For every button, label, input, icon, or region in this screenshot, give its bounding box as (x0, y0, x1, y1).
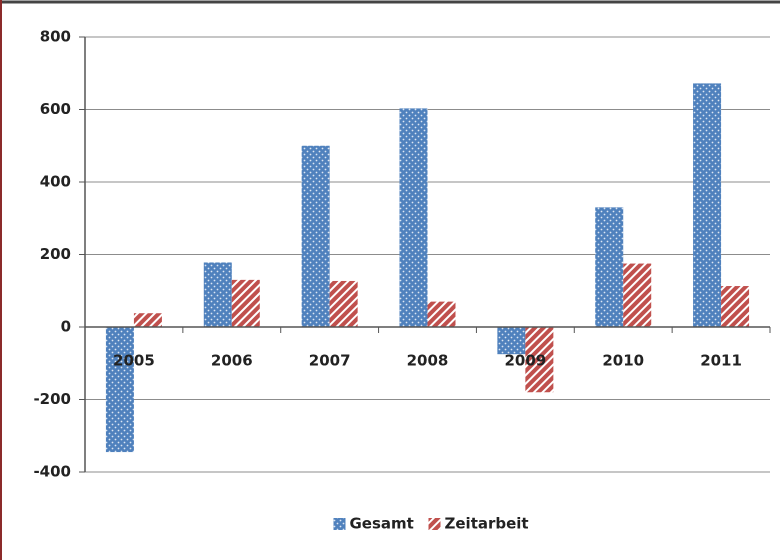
x-tick-label: 2010 (602, 352, 644, 370)
bar (301, 145, 330, 327)
legend-swatch (428, 518, 441, 530)
legend-swatch (333, 518, 346, 530)
bar (525, 327, 554, 393)
bar (231, 279, 260, 327)
bar (693, 83, 722, 328)
bar (133, 313, 162, 327)
y-tick-label: 600 (40, 100, 71, 118)
bar (427, 301, 456, 327)
y-tick-label: 800 (40, 28, 71, 46)
x-tick-label: 2008 (407, 352, 449, 370)
bar (721, 286, 750, 327)
bar (497, 327, 526, 355)
bar (329, 280, 358, 327)
y-tick-label: 200 (40, 245, 71, 263)
legend-label: Zeitarbeit (445, 515, 529, 533)
legend-label: Gesamt (350, 515, 414, 533)
bar (203, 262, 232, 327)
x-tick-label: 2011 (700, 352, 742, 370)
x-tick-label: 2007 (309, 352, 351, 370)
y-tick-label: 0 (61, 318, 71, 336)
y-tick-label: -400 (33, 463, 71, 481)
x-tick-label: 2006 (211, 352, 253, 370)
bar (595, 207, 624, 327)
y-tick-label: -200 (33, 390, 71, 408)
bar (399, 108, 428, 327)
x-tick-label: 2009 (504, 352, 546, 370)
bar (623, 263, 652, 327)
y-tick-label: 400 (40, 173, 71, 191)
x-tick-label: 2005 (113, 352, 155, 370)
bar (105, 327, 134, 453)
